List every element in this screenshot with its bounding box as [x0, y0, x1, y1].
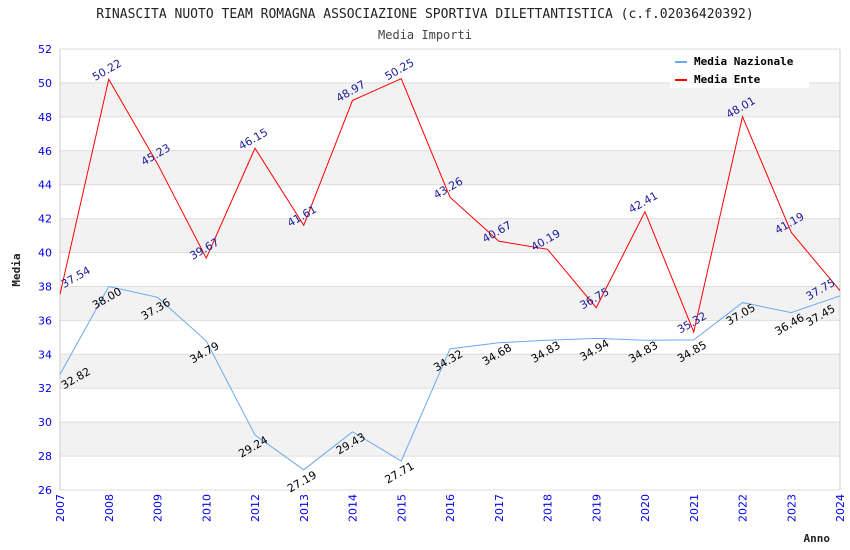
y-tick-label: 50	[38, 77, 52, 90]
y-tick-label: 42	[38, 213, 52, 226]
grid-band	[60, 218, 840, 253]
chart-subtitle: Media Importi	[378, 28, 472, 42]
x-tick-label: 2022	[737, 494, 750, 522]
x-tick-label: 2019	[590, 494, 603, 522]
x-tick-label: 2009	[152, 494, 165, 522]
x-tick-label: 2021	[688, 494, 701, 522]
grid-band	[60, 388, 840, 423]
legend-label-nazionale: Media Nazionale	[694, 55, 794, 68]
y-tick-label: 26	[38, 484, 52, 497]
x-tick-label: 2012	[249, 494, 262, 522]
legend-swatch-nazionale	[675, 61, 687, 63]
x-tick-label: 2015	[395, 494, 408, 522]
y-tick-label: 52	[38, 43, 52, 56]
grid-band	[60, 150, 840, 185]
grid-band	[60, 286, 840, 321]
legend-label-ente: Media Ente	[694, 73, 761, 86]
y-tick-label: 30	[38, 416, 52, 429]
series-line-ente	[59, 77, 841, 334]
legend: Media Nazionale Media Ente	[670, 50, 809, 88]
y-tick-label: 40	[38, 247, 52, 260]
grid-band	[60, 184, 840, 219]
grid-band	[60, 422, 840, 457]
x-tick-label: 2018	[542, 494, 555, 522]
x-tick-label: 2023	[785, 494, 798, 522]
grid-band	[60, 252, 840, 287]
series-line-nazionale	[59, 285, 841, 471]
chart-title: RINASCITA NUOTO TEAM ROMAGNA ASSOCIAZION…	[96, 7, 753, 22]
x-tick-label: 2017	[493, 494, 506, 522]
y-tick-label: 28	[38, 450, 52, 463]
y-tick-label: 48	[38, 111, 52, 124]
grid-band	[60, 116, 840, 151]
y-tick-label: 46	[38, 145, 52, 158]
x-tick-label: 2008	[103, 494, 116, 522]
grid-band	[60, 354, 840, 389]
x-tick-label: 2007	[54, 494, 67, 522]
y-tick-label: 36	[38, 314, 52, 327]
y-tick-label: 44	[38, 179, 52, 192]
y-tick-label: 34	[38, 348, 52, 361]
x-axis-label: Anno	[804, 532, 831, 545]
x-tick-label: 2013	[298, 494, 311, 522]
y-tick-label: 38	[38, 280, 52, 293]
grid-band	[60, 82, 840, 117]
y-tick-label: 32	[38, 382, 52, 395]
y-axis-label: Media	[10, 253, 23, 286]
x-tick-label: 2010	[200, 494, 213, 522]
x-tick-label: 2024	[834, 494, 847, 522]
legend-swatch-ente	[675, 79, 687, 81]
x-tick-label: 2014	[347, 494, 360, 522]
grid-band	[60, 456, 840, 490]
x-tick-label: 2016	[444, 494, 457, 522]
x-tick-label: 2020	[639, 494, 652, 522]
